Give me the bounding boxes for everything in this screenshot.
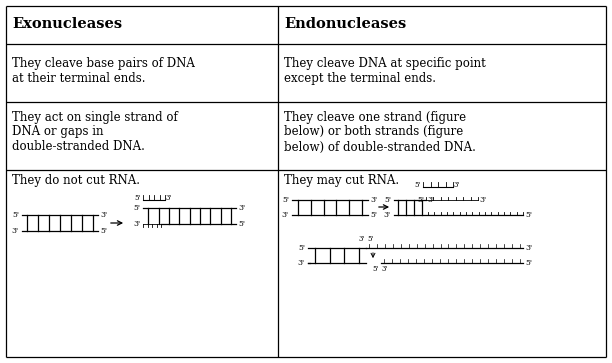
Text: 5': 5': [417, 196, 424, 204]
Text: They act on single strand of
DNA or gaps in
double-stranded DNA.: They act on single strand of DNA or gaps…: [12, 110, 177, 154]
Text: 3': 3': [370, 196, 377, 204]
Text: 5': 5': [133, 204, 140, 212]
Text: 3': 3': [298, 259, 305, 267]
Text: 5': 5': [370, 211, 377, 219]
Text: 5': 5': [414, 181, 421, 189]
Text: 5': 5': [525, 259, 532, 267]
Text: They may cut RNA.: They may cut RNA.: [284, 174, 399, 187]
Text: 5': 5': [282, 196, 289, 204]
Text: They cleave base pairs of DNA
at their terminal ends.: They cleave base pairs of DNA at their t…: [12, 57, 195, 85]
Text: They cleave one strand (figure
below) or both strands (figure
below) of double-s: They cleave one strand (figure below) or…: [284, 110, 476, 154]
Text: 3': 3': [427, 196, 434, 204]
Text: 5': 5': [12, 211, 19, 219]
Text: 3': 3': [12, 227, 19, 235]
Text: They cleave DNA at specific point
except the terminal ends.: They cleave DNA at specific point except…: [284, 57, 486, 85]
Text: 3': 3': [282, 211, 289, 219]
Text: 5': 5': [525, 211, 532, 219]
Text: 3': 3': [525, 244, 532, 252]
Text: Endonucleases: Endonucleases: [284, 17, 406, 31]
Text: 3': 3': [166, 194, 172, 202]
Text: 5': 5': [373, 265, 379, 273]
Text: 3': 3': [133, 220, 140, 228]
Text: 5': 5': [135, 194, 141, 202]
Text: 3': 3': [100, 211, 107, 219]
Text: 5': 5': [384, 196, 391, 204]
Text: 5': 5': [367, 235, 373, 243]
Text: 5': 5': [298, 244, 305, 252]
Text: 3': 3': [381, 265, 387, 273]
Text: They do not cut RNA.: They do not cut RNA.: [12, 174, 140, 187]
Text: 3': 3': [454, 181, 460, 189]
Text: 3': 3': [384, 211, 391, 219]
Text: 5': 5': [100, 227, 107, 235]
Text: 3': 3': [238, 204, 245, 212]
Text: 3': 3': [479, 196, 486, 204]
Text: 5': 5': [238, 220, 245, 228]
Text: Exonucleases: Exonucleases: [12, 17, 122, 31]
Text: 3': 3': [359, 235, 365, 243]
